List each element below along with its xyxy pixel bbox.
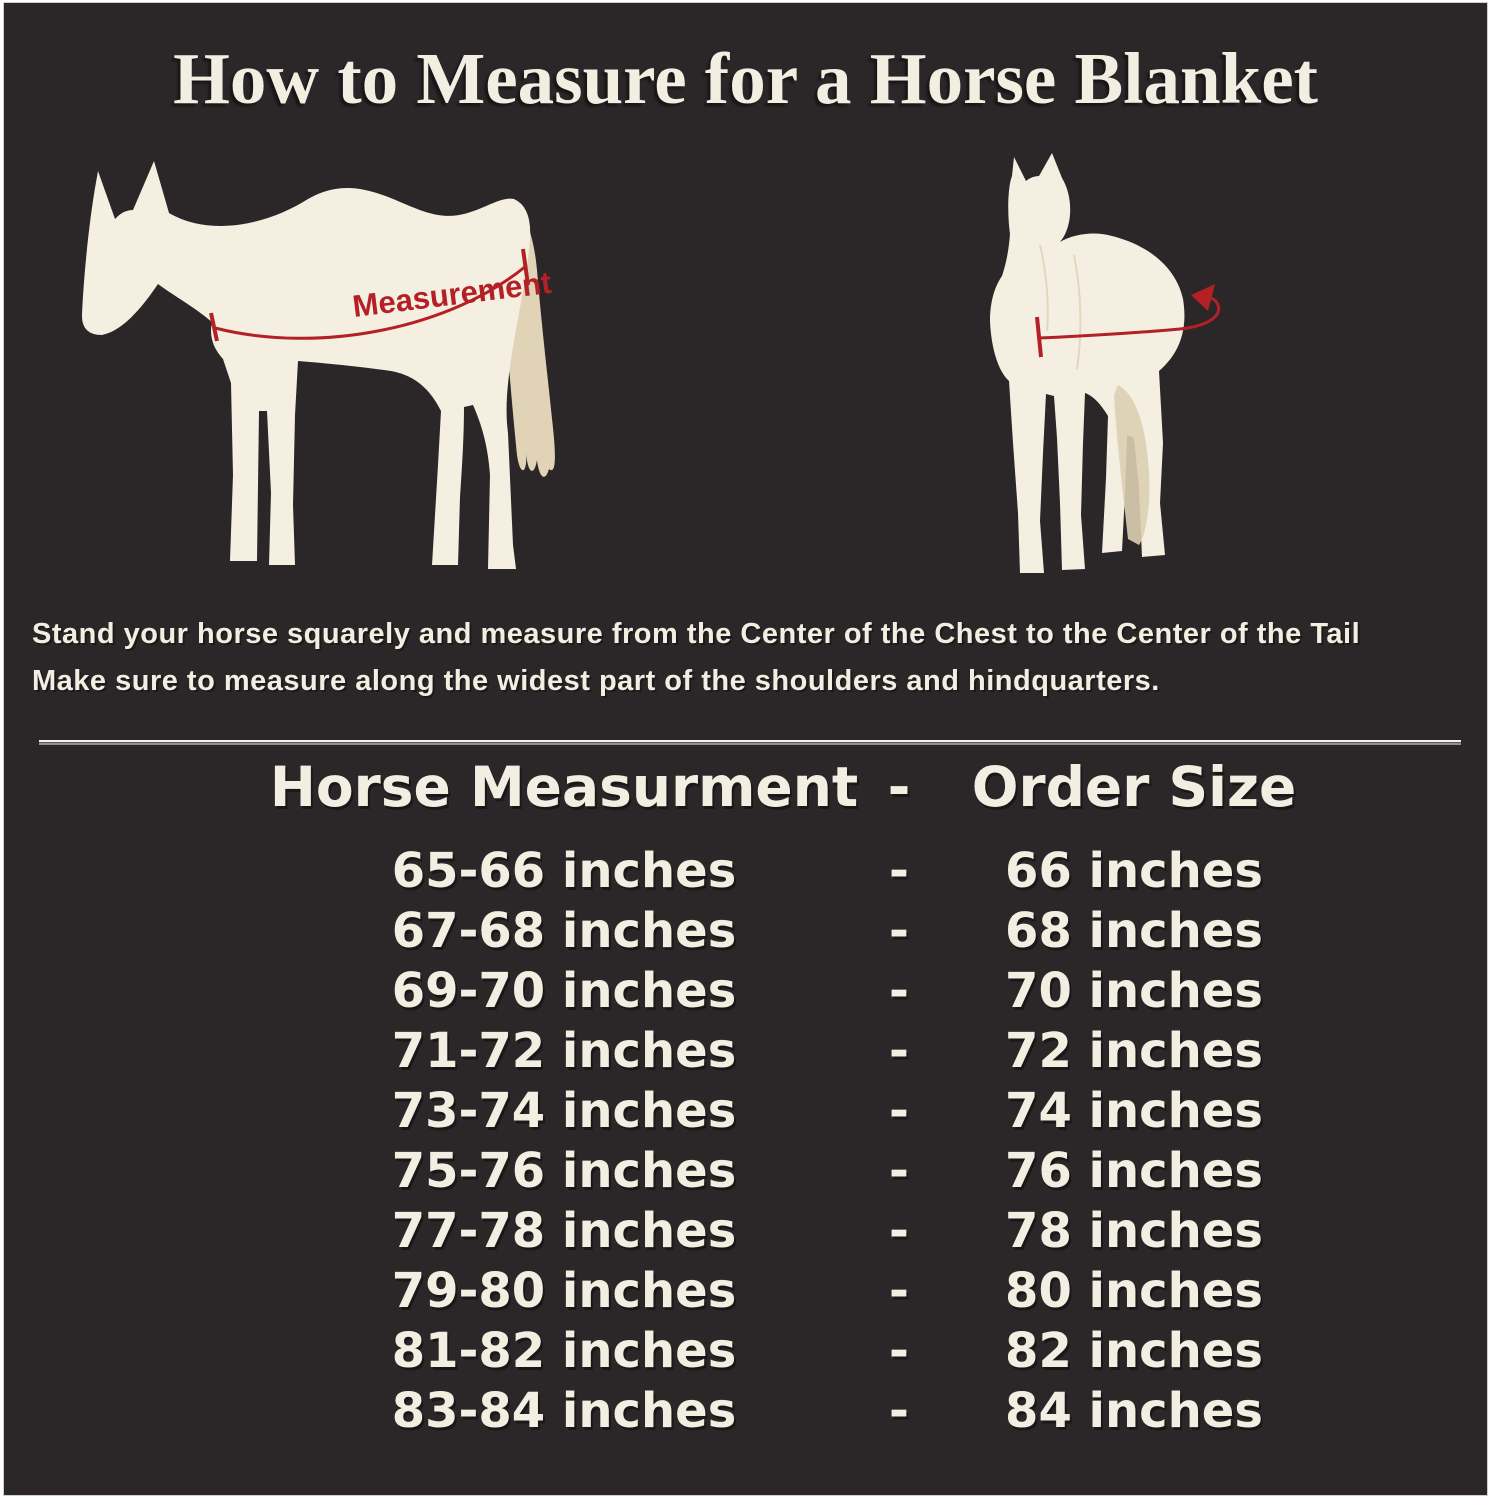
row-separator: - xyxy=(889,1023,909,1079)
order-size: 84 inches xyxy=(1005,1383,1263,1439)
measurement-range: 73-74 inches xyxy=(391,1083,737,1139)
measurement-range: 79-80 inches xyxy=(391,1263,737,1319)
measurement-range: 67-68 inches xyxy=(391,903,737,959)
shoulder-crease-line xyxy=(1073,254,1082,370)
header-order-size: Order Size xyxy=(971,755,1297,819)
order-size: 68 inches xyxy=(1005,903,1263,959)
leg-shadow xyxy=(1114,385,1150,545)
measurement-line xyxy=(214,264,527,340)
size-table-body: 65-66 inches - 66 inches 67-68 inches - 68 i… xyxy=(4,841,1491,1441)
size-table-header: Horse Measurment - Order Size xyxy=(4,755,1491,819)
table-row: 67-68 inches - 68 inches xyxy=(4,901,1491,961)
infographic-panel: How to Measure for a Horse Blanket Measu… xyxy=(4,3,1487,1495)
order-size: 74 inches xyxy=(1005,1083,1263,1139)
header-measurement: Horse Measurment xyxy=(269,755,859,819)
table-row: 69-70 inches - 70 inches xyxy=(4,961,1491,1021)
row-separator: - xyxy=(889,843,909,899)
size-table: Horse Measurment - Order Size 65-66 inch… xyxy=(4,755,1491,1441)
measuring-instructions: Stand your horse squarely and measure fr… xyxy=(32,611,1477,705)
table-row: 73-74 inches - 74 inches xyxy=(4,1081,1491,1141)
header-separator: - xyxy=(887,755,911,819)
order-size: 76 inches xyxy=(1005,1143,1263,1199)
measurement-range: 83-84 inches xyxy=(391,1383,737,1439)
girth-arrowhead xyxy=(1191,284,1215,311)
measurement-range: 65-66 inches xyxy=(391,843,737,899)
page-title: How to Measure for a Horse Blanket xyxy=(173,38,1318,119)
section-divider xyxy=(39,740,1461,745)
table-row: 77-78 inches - 78 inches xyxy=(4,1201,1491,1261)
row-separator: - xyxy=(889,1143,909,1199)
measurement-range: 71-72 inches xyxy=(391,1023,737,1079)
body-crease-line xyxy=(1039,244,1049,332)
order-size: 82 inches xyxy=(1005,1323,1263,1379)
instruction-line-1: Stand your horse squarely and measure fr… xyxy=(32,618,1361,650)
row-separator: - xyxy=(889,1383,909,1439)
order-size: 66 inches xyxy=(1005,843,1263,899)
measurement-range: 75-76 inches xyxy=(391,1143,737,1199)
table-row: 65-66 inches - 66 inches xyxy=(4,841,1491,901)
row-separator: - xyxy=(889,963,909,1019)
measurement-tick-tail xyxy=(521,248,530,286)
instruction-line-2: Make sure to measure along the widest pa… xyxy=(32,665,1160,697)
front-view-horse-illustration xyxy=(990,153,1221,573)
measurement-range: 77-78 inches xyxy=(391,1203,737,1259)
table-row: 71-72 inches - 72 inches xyxy=(4,1021,1491,1081)
table-row: 83-84 inches - 84 inches xyxy=(4,1381,1491,1441)
measurement-tick-chest xyxy=(209,312,219,342)
order-size: 78 inches xyxy=(1005,1203,1263,1259)
measurement-range: 69-70 inches xyxy=(391,963,737,1019)
order-size: 72 inches xyxy=(1005,1023,1263,1079)
table-row: 79-80 inches - 80 inches xyxy=(4,1261,1491,1321)
row-separator: - xyxy=(889,1323,909,1379)
side-view-horse-illustration: Measurement xyxy=(81,161,555,569)
order-size: 70 inches xyxy=(1005,963,1263,1019)
row-separator: - xyxy=(889,1263,909,1319)
table-row: 81-82 inches - 82 inches xyxy=(4,1321,1491,1381)
row-separator: - xyxy=(889,1203,909,1259)
row-separator: - xyxy=(889,1083,909,1139)
order-size: 80 inches xyxy=(1005,1263,1263,1319)
horse-body-front xyxy=(990,153,1185,573)
horse-body xyxy=(81,161,531,569)
row-separator: - xyxy=(889,903,909,959)
measurement-range: 81-82 inches xyxy=(391,1323,737,1379)
table-row: 75-76 inches - 76 inches xyxy=(4,1141,1491,1201)
